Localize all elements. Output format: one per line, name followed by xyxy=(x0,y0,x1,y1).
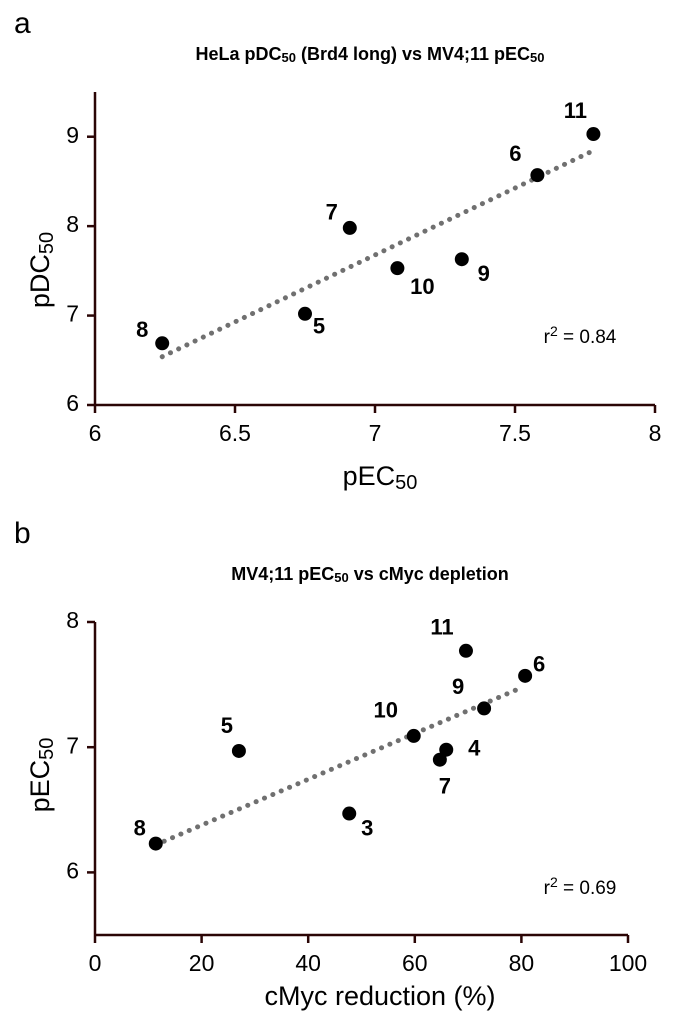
x-tick-label: 8 xyxy=(649,420,662,446)
y-tick-label: 6 xyxy=(66,390,79,416)
y-axis-label-part: 50 xyxy=(36,738,58,760)
point-label: 3 xyxy=(361,815,373,840)
point-label: 8 xyxy=(134,815,146,840)
x-tick-label: 100 xyxy=(609,950,647,976)
point-label: 10 xyxy=(410,274,434,299)
point-label: 5 xyxy=(221,713,233,738)
data-point xyxy=(518,668,533,683)
panel-label: b xyxy=(14,517,31,550)
data-point xyxy=(477,701,492,716)
chart-title-part: MV4;11 pEC xyxy=(231,564,334,584)
point-label: 11 xyxy=(564,98,587,123)
data-point xyxy=(155,336,170,351)
r-squared-part: 2 xyxy=(550,874,558,890)
y-tick-label: 8 xyxy=(66,211,79,237)
data-point xyxy=(454,252,469,267)
y-axis-label-part: pEC xyxy=(25,760,55,813)
x-tick-label: 0 xyxy=(89,950,102,976)
y-axis-label: pEC50 xyxy=(25,738,58,813)
point-label: 7 xyxy=(439,774,451,799)
y-tick-label: 6 xyxy=(66,857,79,883)
panel-label: a xyxy=(14,7,31,40)
data-point xyxy=(342,806,357,821)
x-axis-label-part: 50 xyxy=(395,472,417,494)
r-squared: r2 = 0.69 xyxy=(544,874,617,899)
x-tick-label: 20 xyxy=(189,950,215,976)
point-label: 9 xyxy=(452,674,464,699)
point-label: 11 xyxy=(430,615,453,640)
data-point xyxy=(390,261,405,276)
chart-title-part: 50 xyxy=(282,50,296,65)
point-label: 7 xyxy=(326,200,338,225)
y-axis-label-part: pDC xyxy=(25,254,55,308)
chart-title-part: 50 xyxy=(530,50,544,65)
y-tick-label: 9 xyxy=(66,122,79,148)
data-point xyxy=(148,836,163,851)
trend-line xyxy=(153,685,523,848)
y-tick-label: 8 xyxy=(66,607,79,633)
x-axis-label: pEC50 xyxy=(343,461,418,494)
x-tick-label: 40 xyxy=(295,950,321,976)
r-squared-part: = 0.69 xyxy=(558,878,617,899)
x-tick-label: 7.5 xyxy=(499,420,531,446)
y-axis-label-part: 50 xyxy=(36,232,58,254)
x-tick-label: 7 xyxy=(369,420,382,446)
x-axis-label-part: cMyc reduction (%) xyxy=(264,981,495,1011)
point-label: 9 xyxy=(478,261,490,286)
point-label: 5 xyxy=(313,314,325,339)
point-label: 6 xyxy=(509,141,521,166)
data-point xyxy=(586,127,601,142)
y-axis-label: pDC50 xyxy=(25,232,58,308)
chart-title-part: vs cMyc depletion xyxy=(349,564,509,584)
x-tick-label: 80 xyxy=(509,950,535,976)
r-squared-part: r xyxy=(544,327,551,348)
point-label: 8 xyxy=(136,317,148,342)
chart-title-part: (Brd4 long) vs MV4;11 pEC xyxy=(296,44,530,64)
r-squared-part: r xyxy=(544,878,551,899)
chart-title-part: HeLa pDC xyxy=(196,44,282,64)
x-tick-label: 60 xyxy=(402,950,428,976)
trend-line xyxy=(159,149,594,360)
data-point xyxy=(530,168,545,183)
data-point xyxy=(432,752,447,767)
r-squared-part: = 0.84 xyxy=(558,327,617,348)
data-point xyxy=(458,643,473,658)
x-axis-label: cMyc reduction (%) xyxy=(264,981,495,1011)
chart-title: HeLa pDC50 (Brd4 long) vs MV4;11 pEC50 xyxy=(196,44,545,66)
data-point xyxy=(439,742,454,757)
data-point xyxy=(231,743,246,758)
data-point xyxy=(298,306,312,321)
x-axis-label-part: pEC xyxy=(343,461,396,491)
chart-title-part: 50 xyxy=(334,570,348,585)
x-tick-label: 6 xyxy=(89,420,102,446)
r-squared-part: 2 xyxy=(550,323,558,339)
point-label: 4 xyxy=(468,736,481,761)
x-tick-label: 6.5 xyxy=(219,420,251,446)
point-label: 6 xyxy=(533,652,545,677)
point-label: 10 xyxy=(373,698,397,723)
chart-title: MV4;11 pEC50 vs cMyc depletion xyxy=(231,564,509,586)
y-tick-label: 7 xyxy=(66,732,79,758)
data-point xyxy=(342,220,357,235)
y-tick-label: 7 xyxy=(66,301,79,327)
r-squared: r2 = 0.84 xyxy=(544,323,617,348)
data-point xyxy=(406,728,421,743)
